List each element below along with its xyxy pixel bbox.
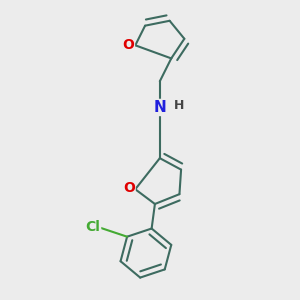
Text: O: O xyxy=(123,181,135,195)
Text: N: N xyxy=(153,100,166,115)
Text: Cl: Cl xyxy=(85,220,100,234)
Text: H: H xyxy=(174,99,184,112)
Text: O: O xyxy=(122,38,134,52)
